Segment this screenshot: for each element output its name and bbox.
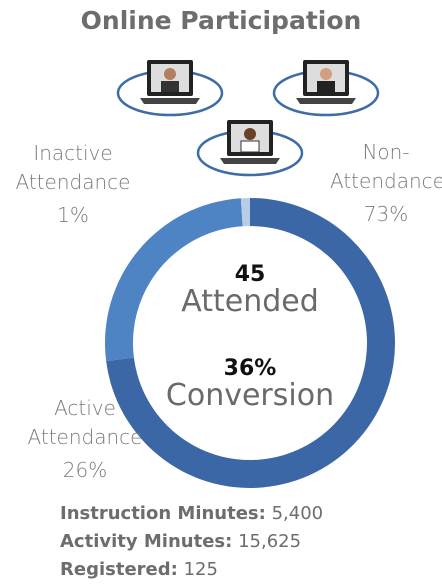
value-label: 1% — [57, 203, 89, 227]
center-value: 45 — [234, 262, 266, 287]
segment-label: Active Attendance 26% — [20, 394, 150, 485]
chart-title: Online Participation — [80, 6, 362, 35]
segment-label: Non-Attendance 73% — [330, 138, 442, 229]
stat-line: Activity Minutes: 15,625 — [60, 531, 301, 552]
category-label: Active Attendance — [27, 396, 143, 449]
stat-line: Registered: 125 — [60, 559, 218, 580]
stat-value: 5,400 — [271, 503, 324, 524]
stat-value: 125 — [183, 559, 218, 580]
value-label: 73% — [363, 202, 409, 226]
center-label: Attended — [181, 284, 319, 319]
stat-label: Activity Minutes: — [60, 531, 233, 552]
donut-segment — [105, 198, 243, 362]
center-label: Conversion — [165, 378, 335, 413]
center-value: 36% — [223, 356, 277, 381]
value-label: 26% — [62, 458, 108, 482]
stat-value: 15,625 — [238, 531, 302, 552]
category-label: Non-Attendance — [330, 140, 442, 193]
category-label: Inactive Attendance — [15, 141, 131, 194]
stat-line: Instruction Minutes: 5,400 — [60, 503, 323, 524]
stat-label: Registered: — [60, 559, 178, 580]
segment-label: Inactive Attendance 1% — [10, 139, 136, 230]
laptops — [140, 60, 356, 164]
donut-segment — [240, 198, 250, 227]
stat-label: Instruction Minutes: — [60, 503, 266, 524]
